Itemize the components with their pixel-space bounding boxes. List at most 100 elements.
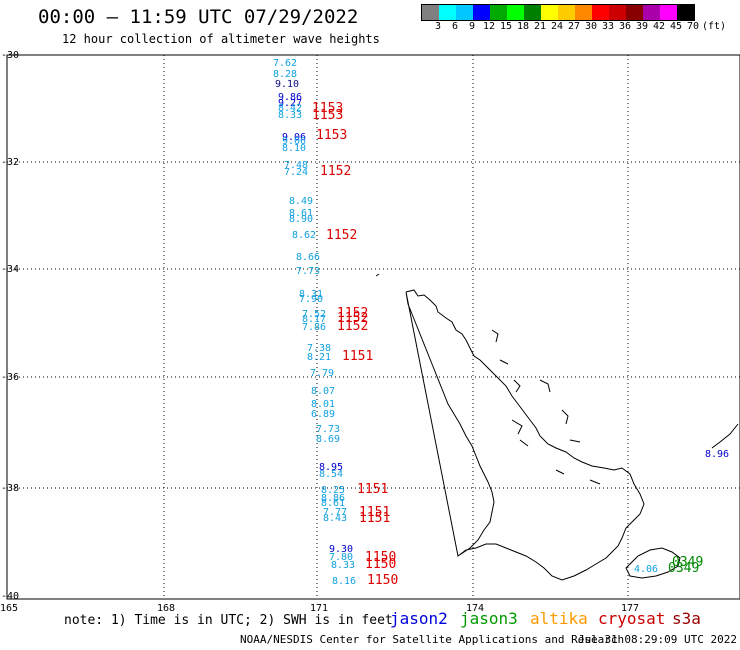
color-legend — [421, 4, 695, 21]
wave-height-label: 8.25 — [321, 485, 345, 496]
latitude-label: -38 — [1, 483, 19, 494]
legend-label: 6 — [451, 21, 459, 32]
wave-height-label: 9.10 — [275, 79, 299, 90]
wave-height-label: 8.28 — [273, 69, 297, 80]
time-label: 1152 — [326, 228, 357, 243]
map-frame — [6, 54, 740, 600]
legend-label: 45 — [669, 21, 683, 32]
coastline-details — [375, 273, 601, 485]
legend-swatch — [456, 5, 473, 20]
wave-height-label: 8.90 — [289, 214, 313, 225]
legend-label: 21 — [533, 21, 547, 32]
latitude-label: -30 — [1, 50, 19, 61]
wave-height-label: 7.52 — [302, 309, 326, 320]
coastline-east — [711, 423, 739, 449]
time-label: 1152 — [337, 319, 368, 334]
satellite-altika: altika — [530, 609, 588, 628]
legend-labels: 3 6 9 12 15 18 21 24 27 30 33 36 39 42 45 70 (ft) — [421, 21, 740, 35]
time-label: 1152 — [320, 164, 351, 179]
latitude-label: -32 — [1, 157, 19, 168]
wave-height-label: 8.42 — [278, 103, 302, 114]
wave-height-label: 8.01 — [311, 399, 335, 410]
wave-height-label: 8.33 — [331, 560, 355, 571]
wave-height-label: 8.96 — [705, 449, 729, 460]
legend-label: 30 — [584, 21, 598, 32]
legend-swatch — [609, 5, 626, 20]
legend-swatch — [524, 5, 541, 20]
wave-height-label: 8.54 — [319, 469, 343, 480]
time-label: 1153 — [316, 128, 347, 143]
legend-label: 24 — [550, 21, 564, 32]
wave-height-label: 8.31 — [299, 289, 323, 300]
wave-height-label: 9.06 — [282, 136, 306, 147]
satellite-cryosat: cryosat — [598, 609, 666, 628]
time-label: 1152 — [337, 306, 368, 321]
latitude-label: -36 — [1, 372, 19, 383]
wave-height-label: 9.06 — [282, 132, 306, 143]
latitude-label: -34 — [1, 264, 19, 275]
legend-swatch — [490, 5, 507, 20]
wave-height-label: 8.07 — [311, 386, 335, 397]
time-label: 1153 — [312, 108, 343, 123]
time-label: 1152 — [337, 311, 368, 326]
page-title: 00:00 – 11:59 UTC 07/29/2022 — [38, 6, 359, 28]
wave-height-label: 7.38 — [307, 343, 331, 354]
legend-label: 3 — [434, 21, 442, 32]
time-label: 0349 — [672, 555, 703, 570]
time-label: 1151 — [342, 349, 373, 364]
legend-label: 12 — [482, 21, 496, 32]
wave-height-label: 9.86 — [278, 92, 302, 103]
legend-swatch — [541, 5, 558, 20]
legend-swatch — [422, 5, 439, 20]
wave-height-label: 7.24 — [284, 167, 308, 178]
longitude-label: 177 — [621, 603, 639, 614]
page-subtitle: 12 hour collection of altimeter wave hei… — [62, 32, 380, 46]
wave-height-label: 7.77 — [323, 507, 347, 518]
wave-height-label: 8.49 — [289, 196, 313, 207]
legend-label: 36 — [618, 21, 632, 32]
satellite-jason2: jason2 — [390, 609, 448, 628]
wave-height-label: 8.17 — [302, 314, 326, 325]
legend-label: 9 — [468, 21, 476, 32]
coastline-north-island — [405, 289, 645, 581]
wave-height-label: 8.61 — [289, 208, 313, 219]
legend-swatch — [677, 5, 694, 20]
time-label: 1151 — [359, 511, 390, 526]
wave-height-label: 8.61 — [321, 498, 345, 509]
legend-label: 39 — [635, 21, 649, 32]
coastline-south-island — [625, 547, 681, 579]
latitude-labels: -30 -32 -34 -36 -38 -40 — [1, 50, 19, 602]
wave-height-label: 7.90 — [299, 294, 323, 305]
graticule — [7, 55, 740, 599]
time-label: 1150 — [367, 573, 398, 588]
legend-label: 70 — [686, 21, 700, 32]
wave-height-label: 8.33 — [278, 110, 302, 121]
time-label: 1150 — [365, 550, 396, 565]
wave-height-label: 7.73 — [316, 424, 340, 435]
wave-height-label: 8.16 — [332, 576, 356, 587]
footer-credit: NOAA/NESDIS Center for Satellite Applica… — [240, 633, 625, 646]
wave-height-label: 8.10 — [282, 143, 306, 154]
legend-swatch — [439, 5, 456, 20]
legend-label: 27 — [567, 21, 581, 32]
satellite-jason3: jason3 — [460, 609, 518, 628]
time-label: 0349 — [668, 561, 699, 576]
longitude-label: 174 — [466, 603, 484, 614]
legend-swatch — [592, 5, 609, 20]
longitude-label: 171 — [310, 603, 328, 614]
wave-height-label: 7.80 — [329, 552, 353, 563]
wave-height-label: 8.86 — [321, 493, 345, 504]
longitude-labels: 165 168 171 174 177 — [0, 603, 639, 614]
latitude-label: -40 — [1, 591, 19, 602]
wave-height-label: 4.06 — [634, 564, 658, 575]
wave-height-label: 7.79 — [310, 368, 334, 379]
legend-label: 33 — [601, 21, 615, 32]
legend-swatch — [626, 5, 643, 20]
wave-height-label: 6.89 — [311, 409, 335, 420]
wave-height-label: 8.43 — [323, 513, 347, 524]
legend-swatch — [558, 5, 575, 20]
longitude-label: 168 — [157, 603, 175, 614]
legend-swatch — [643, 5, 660, 20]
time-label: 1150 — [365, 557, 396, 572]
